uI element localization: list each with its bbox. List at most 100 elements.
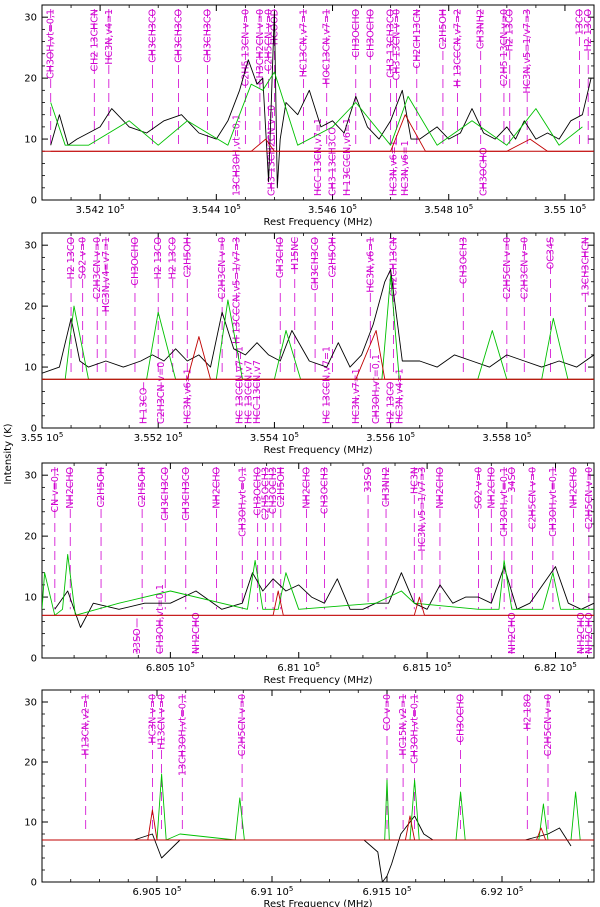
line-id-label: CH3OH,vt=0,1 [237,467,248,537]
x-tick-label: 3.55 105 [21,431,64,444]
line-id-label: HC3N,v6=1 [365,237,376,293]
line-id-label: OC34S [545,237,556,269]
line-id-label: NH2CHO [65,467,76,509]
x-tick-label: 6.82 105 [534,661,577,674]
y-tick-label: 30 [24,471,37,482]
line-id-label: CH3CHO [275,237,286,278]
line-id-label: CH3OCHO [365,9,376,58]
x-axis-label: Rest Frequency (MHz) [264,899,373,907]
observed-spectrum [42,815,572,882]
y-tick-label: 20 [24,302,37,313]
line-id-label: CH3OH,vt=0,1 [548,467,559,537]
x-tick-label: 3.552 105 [134,431,183,444]
line-id-label: 33SO [363,467,374,493]
line-id-label: 13CH3CHCN [580,237,591,296]
line-id-label: CH2 13CHCN [89,9,100,71]
y-tick-label: 30 [24,698,37,709]
line-id-label: NH2CHO [486,467,497,509]
line-id-label: CH3CH3CO [310,237,321,291]
model-spectrum-green [42,553,594,616]
line-id-label: C2H5CN v=0 [543,694,554,756]
line-id-label: C2H5CN v=0 [527,467,538,529]
line-id-label: CH3NH2 [381,467,392,507]
plot-frame [41,689,595,883]
line-id-label: HC3N,v7=1 [351,368,362,424]
y-tick-label: 10 [24,593,37,604]
line-id-label: CH3OCHO [479,147,490,196]
line-id-label: CH3NH2 [476,9,487,49]
line-id-label: C2H5CN v=0 [264,9,275,71]
observed-spectrum [50,10,592,189]
line-id-label: H15NC [290,237,301,270]
line-id-label: HC3N,v4=1 [394,368,405,424]
line-id-label: CH3OCHO [456,694,467,743]
line-id-label: H2 13CO [168,237,179,279]
line-id-label: 13CH3OH,vt=0,1 [232,114,243,196]
line-id-label: CH3OCHO [351,9,362,58]
line-id-label: CH3CH3CO [174,9,185,63]
line-id-label: CH3 13CH3CO [328,127,339,196]
line-id-label: HC3N,v4=v7=1 [101,237,112,312]
line-id-label: HC3N,v6=1 [182,368,193,424]
line-id-label: CH3CH3CO [181,467,192,521]
line-id-label: HOC13CN,v7=1 [322,9,333,85]
line-id-label: 33SO [132,628,143,654]
observed-spectrum [42,269,594,374]
line-id-label: C2H5OCH3 [260,467,271,520]
line-id-label: NH2CHO [301,467,312,509]
x-tick-label: 3.548 105 [424,203,473,216]
line-id-label: NH2CHO [576,612,587,654]
line-id-label: C2H5OH [137,467,148,508]
x-tick-label: 3.556 105 [366,431,415,444]
line-id-label: CH3CH3CO [203,9,214,63]
observed-spectrum [54,566,594,628]
line-id-label: HC3N,v6=1 [400,140,411,196]
line-id-label: C2H3CN v=0 [519,237,530,299]
line-id-label: H13CN v=0 [157,694,168,750]
x-tick-label: 6.915 105 [363,885,412,898]
line-id-label: CH3 13CH2CN v=0 [267,105,278,196]
line-id-label: CH3OH,vt=0,1 [155,584,166,654]
line-id-label: CH2CH13CN [389,237,400,296]
line-id-label: H2 13CO [386,382,397,424]
y-tick-label: 0 [31,424,37,435]
line-id-label: C2H5 13CN v=0 [499,9,510,86]
line-id-label: CH3 13CH3CO [386,9,397,78]
x-axis-label: Rest Frequency (MHz) [264,217,373,228]
x-tick-label: 6.91 105 [251,885,294,898]
y-axis-label: Intensity (K) [3,423,14,484]
line-id-label: H 13CCCN,v5=1/v7=3 [232,237,243,344]
line-id-label: CH3CH2CN v=0 [255,9,266,85]
y-tick-label: 30 [24,241,37,252]
line-id-label: C2H5OH [96,467,107,508]
line-id-label: H2 13CO [583,9,594,51]
x-tick-label: 6.905 105 [133,885,182,898]
line-id-label: SO2 v=0 [473,467,484,509]
line-id-label: NH2CHO [435,467,446,509]
y-tick-label: 20 [24,74,37,85]
line-id-label: CH3OH,vt=0,1 [46,9,57,79]
line-id-label: CH3OH,vt=0,1 [371,354,382,424]
line-id-label: HCC 13CN,v7 [252,360,263,424]
line-id-label: C2H5CN v=0 [237,694,248,756]
line-id-label: C2H5OH [276,467,287,508]
x-axis-label: Rest Frequency (MHz) [264,445,373,456]
x-tick-label: 3.546 105 [308,203,357,216]
line-id-label: 13CH3OH,vt=0,1 [177,694,188,776]
line-id-label: NH2CHO [568,467,579,509]
x-tick-label: 6.81 105 [277,661,320,674]
x-tick-label: 6.805 105 [146,661,195,674]
y-tick-label: 0 [31,654,37,665]
x-tick-label: 6.815 105 [403,661,452,674]
line-id-label: HC3N,v6=1 [389,140,400,196]
line-id-label: NH2CHO [191,612,202,654]
line-id-label: H 13CO [139,388,150,424]
line-id-label: CN v=0,1 [50,467,61,512]
line-id-label: CH3CH3CO [160,467,171,521]
y-tick-label: 20 [24,532,37,543]
line-id-label: C2H5OH [182,237,193,278]
line-id-label: C2H5OH [438,9,449,50]
x-tick-label: 3.55 105 [544,203,587,216]
line-id-label: H2 13CO [505,9,516,51]
x-tick-label: 3.544 105 [192,203,241,216]
